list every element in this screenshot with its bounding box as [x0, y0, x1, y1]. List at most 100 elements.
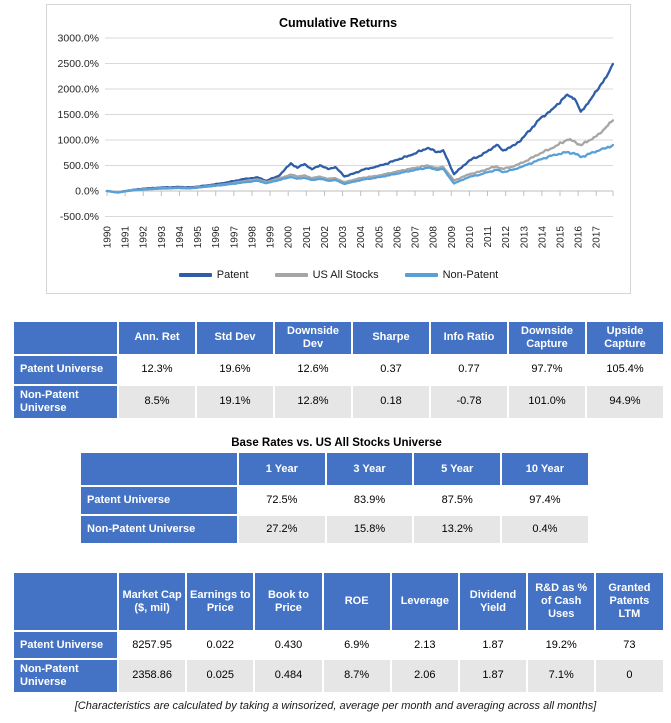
- value-cell: 12.6%: [275, 355, 351, 384]
- row-label: Patent Universe: [14, 355, 117, 384]
- legend-swatch: [178, 273, 212, 277]
- y-axis-label: 1500.0%: [58, 109, 99, 121]
- value-cell: 0.025: [187, 660, 254, 692]
- value-cell: 15.8%: [326, 516, 413, 543]
- row-label: Patent Universe: [81, 487, 237, 514]
- column-header: 10 Year: [502, 453, 588, 485]
- y-axis-label: 1000.0%: [58, 135, 99, 147]
- legend-label: Patent: [216, 269, 249, 281]
- value-cell: 72.5%: [239, 487, 325, 514]
- table-row: Patent Universe 12.3% 19.6% 12.6% 0.37 0.77 97…: [14, 355, 663, 384]
- cumulative-returns-chart: Cumulative Returns 3000.0% 2500.0% 2000.0% 1…: [46, 4, 631, 294]
- value-cell: 12.8%: [275, 385, 351, 418]
- value-cell: 19.6%: [197, 355, 273, 384]
- legend-item-patent: Patent: [178, 269, 249, 281]
- value-cell: 101.0%: [509, 385, 585, 418]
- value-cell: 0: [596, 660, 663, 692]
- x-axis-label: 2016: [574, 226, 585, 249]
- y-axis-label: 2500.0%: [58, 58, 99, 70]
- data-table: 1 Year 3 Year 5 Year 10 Year Patent Universe…: [79, 451, 590, 545]
- base-rates-table: 1 Year 3 Year 5 Year 10 Year Patent Universe…: [79, 451, 590, 545]
- corner-cell: [81, 453, 237, 485]
- value-cell: 6.9%: [323, 632, 390, 658]
- column-header: Earnings to Price: [187, 573, 254, 630]
- value-cell: 0.022: [187, 632, 254, 658]
- value-cell: 94.9%: [587, 385, 663, 418]
- performance-table: Ann. Ret Std Dev Downside Dev Sharpe Info Ra…: [12, 320, 665, 420]
- table-row: Patent Universe 8257.95 0.022 0.430 6.9% 2.13…: [14, 632, 663, 658]
- column-header: Downside Dev: [275, 322, 351, 354]
- table-row: Non-Patent Universe 8.5% 19.1% 12.8% 0.18 -0.…: [14, 385, 663, 418]
- row-label: Non-Patent Universe: [81, 516, 237, 543]
- value-cell: 2.13: [391, 632, 458, 658]
- x-axis-label: 2015: [556, 226, 567, 249]
- x-axis-label: 1990: [103, 226, 114, 249]
- value-cell: 8.5%: [119, 385, 195, 418]
- column-header: R&D as % of Cash Uses: [528, 573, 595, 630]
- column-header: Sharpe: [353, 322, 429, 354]
- value-cell: 87.5%: [414, 487, 501, 514]
- value-cell: 8.7%: [323, 660, 390, 692]
- column-header: Book to Price: [255, 573, 322, 630]
- series-line-patent: [105, 62, 615, 194]
- value-cell: 13.2%: [414, 516, 501, 543]
- value-cell: 97.7%: [509, 355, 585, 384]
- x-axis-label: 1996: [211, 226, 222, 249]
- legend-item-us-all-stocks: US All Stocks: [274, 269, 379, 281]
- chart-svg: Cumulative Returns 3000.0% 2500.0% 2000.0% 1…: [58, 16, 615, 249]
- value-cell: 0.18: [353, 385, 429, 418]
- characteristics-table: Market Cap ($, mil) Earnings to Price Book…: [12, 571, 665, 694]
- x-axis-label: 1998: [247, 226, 258, 249]
- corner-cell: [14, 573, 117, 630]
- row-label: Patent Universe: [14, 632, 117, 658]
- x-axis-label: 2003: [338, 226, 349, 249]
- x-axis-label: 1995: [193, 226, 204, 249]
- x-axis-label: 2000: [284, 226, 295, 249]
- x-axis-label: 1997: [229, 226, 240, 249]
- column-header: Info Ratio: [431, 322, 507, 354]
- column-header: Granted Patents LTM: [596, 573, 663, 630]
- value-cell: 19.2%: [528, 632, 595, 658]
- footnote-text: [Characteristics are calculated by takin…: [74, 700, 597, 712]
- x-axis-label: 2006: [392, 226, 403, 249]
- column-header: Dividend Yield: [459, 573, 527, 630]
- value-cell: 2.06: [391, 660, 458, 692]
- value-cell: 0.4%: [502, 516, 588, 543]
- value-cell: 83.9%: [326, 487, 413, 514]
- x-axis-label: 2009: [447, 226, 458, 249]
- x-axis-label: 2005: [374, 226, 385, 249]
- x-axis-label: 2011: [483, 226, 494, 248]
- table-row: Non-Patent Universe 27.2% 15.8% 13.2% 0.4%: [81, 516, 588, 543]
- column-header: Ann. Ret: [119, 322, 195, 354]
- y-axis-label: 3000.0%: [58, 33, 99, 45]
- column-header: ROE: [323, 573, 390, 630]
- x-axis-label: 2008: [429, 226, 440, 249]
- column-header: Market Cap ($, mil): [119, 573, 186, 630]
- y-axis-label: 500.0%: [63, 160, 99, 172]
- column-header: Leverage: [391, 573, 458, 630]
- y-axis-label: 2000.0%: [58, 84, 99, 96]
- value-cell: 2358.86: [119, 660, 186, 692]
- value-cell: 7.1%: [528, 660, 595, 692]
- value-cell: 0.430: [255, 632, 322, 658]
- chart-title: Cumulative Returns: [279, 16, 397, 30]
- data-table: Ann. Ret Std Dev Downside Dev Sharpe Info Ra…: [12, 320, 665, 420]
- x-axis-label: 2007: [411, 226, 422, 249]
- column-header: Downside Capture: [509, 322, 585, 354]
- x-axis-label: 1993: [157, 226, 168, 249]
- value-cell: 0.37: [353, 355, 429, 384]
- x-axis-label: 1999: [266, 226, 277, 249]
- legend-swatch: [404, 273, 438, 277]
- row-label: Non-Patent Universe: [14, 385, 117, 418]
- value-cell: 73: [596, 632, 663, 658]
- column-header: 1 Year: [239, 453, 325, 485]
- x-axis-label: 2004: [356, 226, 367, 249]
- x-axis-label: 2014: [537, 226, 548, 249]
- legend-swatch: [274, 273, 308, 277]
- value-cell: 105.4%: [587, 355, 663, 384]
- x-axis-label: 2001: [302, 226, 313, 249]
- legend-label: Non-Patent: [442, 269, 499, 281]
- value-cell: -0.78: [431, 385, 507, 418]
- table-row: Patent Universe 72.5% 83.9% 87.5% 97.4%: [81, 487, 588, 514]
